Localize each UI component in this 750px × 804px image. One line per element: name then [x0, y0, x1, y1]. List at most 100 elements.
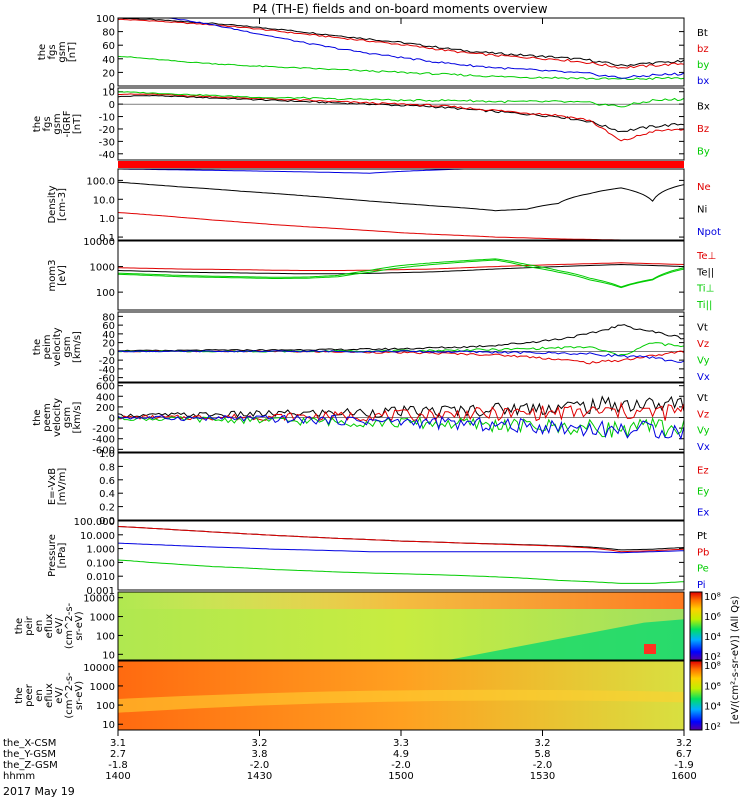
x-axis-value: -1.9	[674, 760, 694, 771]
y-axis-label-line: [nT]	[67, 42, 78, 62]
x-axis-value: -2.0	[533, 760, 553, 771]
y-axis-label: the fgs gsm -IGRF [nT]	[32, 110, 83, 137]
legend: Bt bz by bx	[697, 28, 709, 87]
y-axis-label: Density [cm-3]	[47, 185, 68, 223]
legend-entry: Vz	[697, 339, 709, 350]
y-axis-label-line: en	[34, 620, 45, 633]
tick-label: 0.001	[86, 586, 115, 597]
series-line-Ti⊥	[117, 259, 685, 289]
tick-label: 1000	[90, 263, 115, 274]
series-line-Bx	[117, 94, 685, 133]
tick-label: 10000	[83, 237, 115, 248]
legend-entry: Vx	[697, 442, 710, 453]
tick-label: 20	[102, 339, 115, 350]
colorbar-tick: 10⁶	[704, 681, 721, 692]
legend-entry: bx	[697, 76, 709, 87]
y-axis-label-line: gsm	[52, 113, 63, 134]
panel-p4: 10000 1000 100 mom3 [eV] Te⊥ Te|| Ti⊥ Ti||	[47, 237, 716, 311]
x-axis-value: 3.2	[535, 738, 551, 749]
y-axis-label-line: the	[14, 618, 25, 634]
legend-entry: Vy	[697, 426, 710, 437]
legend: Ne Ni Npot	[697, 182, 721, 238]
y-axis-label: the peim velocity gsm [km/s]	[32, 327, 83, 366]
colorbar	[689, 660, 703, 731]
y-axis-label-line: eflux	[44, 683, 55, 708]
y-axis-label-line: gsm	[62, 407, 73, 428]
tick-label: 10	[102, 720, 115, 731]
legend-entry: Bt	[697, 28, 708, 39]
tick-label: 20	[102, 68, 115, 79]
y-axis-label: the fgs gsm [nT]	[37, 41, 78, 62]
legend-entry: Ey	[697, 487, 709, 498]
series-line-By	[118, 91, 685, 108]
panel-p3: 100.0 10.0 1.0 0.1 Density [cm-3] Ne Ni Npot	[47, 168, 721, 244]
legend-entry: Vt	[697, 322, 708, 333]
x-axis-value: 5.8	[535, 749, 551, 760]
y-axis-label: E=-VxB [mV/m]	[47, 468, 68, 506]
y-axis-label-line: [cm-3]	[57, 188, 68, 221]
tick-label: 60	[102, 321, 115, 332]
x-axis-row-label: the_Y-GSM	[3, 749, 56, 760]
x-axis-value: 1600	[671, 771, 696, 782]
y-axis-label-line: sr-eV)	[74, 681, 85, 710]
x-axis-date: 2017 May 19	[3, 785, 75, 798]
x-axis-row-label: the_X-CSM	[3, 738, 56, 749]
tick-label: 0	[109, 82, 115, 93]
tick-label: 80	[102, 28, 115, 39]
series-line-Vz	[117, 350, 685, 365]
tick-label: 10000	[83, 663, 115, 674]
y-axis-label-line: [nPa]	[57, 542, 68, 568]
x-axis-row-label: hhmm	[3, 771, 35, 782]
series-line-Te||	[117, 263, 685, 275]
panel-p2: 100 -10-20-30 -40 the fgs gsm -IGRF [nT] Bx Bz By	[32, 87, 710, 161]
x-axis-value: 3.8	[252, 749, 268, 760]
panel-frame	[117, 382, 685, 453]
y-axis-label-line: velocity	[52, 327, 63, 366]
x-axis-value: 3.3	[393, 738, 409, 749]
series-line-Npot	[118, 168, 684, 174]
tick-label: 0.6	[99, 476, 115, 487]
tick-label: 0.1	[99, 233, 115, 244]
series-line-Vz	[117, 401, 685, 422]
x-axis-value: 3.2	[252, 738, 268, 749]
tick-label: 40	[102, 55, 115, 66]
tick-label: 1.0	[99, 449, 115, 460]
legend-entry: Pi	[697, 580, 706, 591]
panel-frame	[117, 452, 685, 521]
tick-label: -20	[99, 125, 115, 136]
x-axis-row-label: the_Z-GSM	[3, 760, 58, 771]
tick-label: 100.000	[74, 517, 115, 528]
y-axis-label-line: peer	[24, 683, 35, 707]
panel-frame	[117, 311, 685, 383]
tick-label: 100	[96, 14, 115, 25]
x-axis-value: 4.9	[393, 749, 409, 760]
y-axis-label-line: [mV/m]	[57, 468, 68, 506]
y-axis-label-line: gsm	[57, 41, 68, 62]
tick-label: -400	[92, 435, 115, 446]
y-axis-label-line: peim	[42, 334, 53, 359]
y-axis-label-line: -IGRF	[62, 110, 73, 137]
legend-entry: Vy	[697, 355, 710, 366]
legend-entry: Te||	[696, 267, 714, 278]
y-axis-label-line: the	[32, 339, 43, 355]
y-axis-label-line: fgs	[47, 44, 58, 59]
colorbar-tick: 10⁴	[704, 702, 721, 713]
series-line-Bz	[118, 93, 685, 142]
colorbar-tick: 10²	[704, 652, 721, 663]
y-axis-label: the peir en eflux eV/(cm^2-s-sr-eV)	[14, 602, 85, 649]
tick-label: 100	[96, 701, 115, 712]
series-line-Vt	[117, 395, 685, 418]
y-axis-label-line: fgs	[42, 116, 53, 131]
tick-label: 80	[102, 312, 115, 323]
tick-label: 0.010	[86, 572, 115, 583]
tick-label: 400	[96, 392, 115, 403]
tick-label: -200	[92, 424, 115, 435]
legend-entry: Vt	[697, 393, 708, 404]
y-axis-label-line: peir	[24, 615, 35, 635]
y-axis-label: the peem velocity gsm [km/s]	[32, 398, 83, 437]
legend-entry: by	[697, 60, 709, 71]
y-axis-label-line: [nT]	[72, 114, 83, 134]
